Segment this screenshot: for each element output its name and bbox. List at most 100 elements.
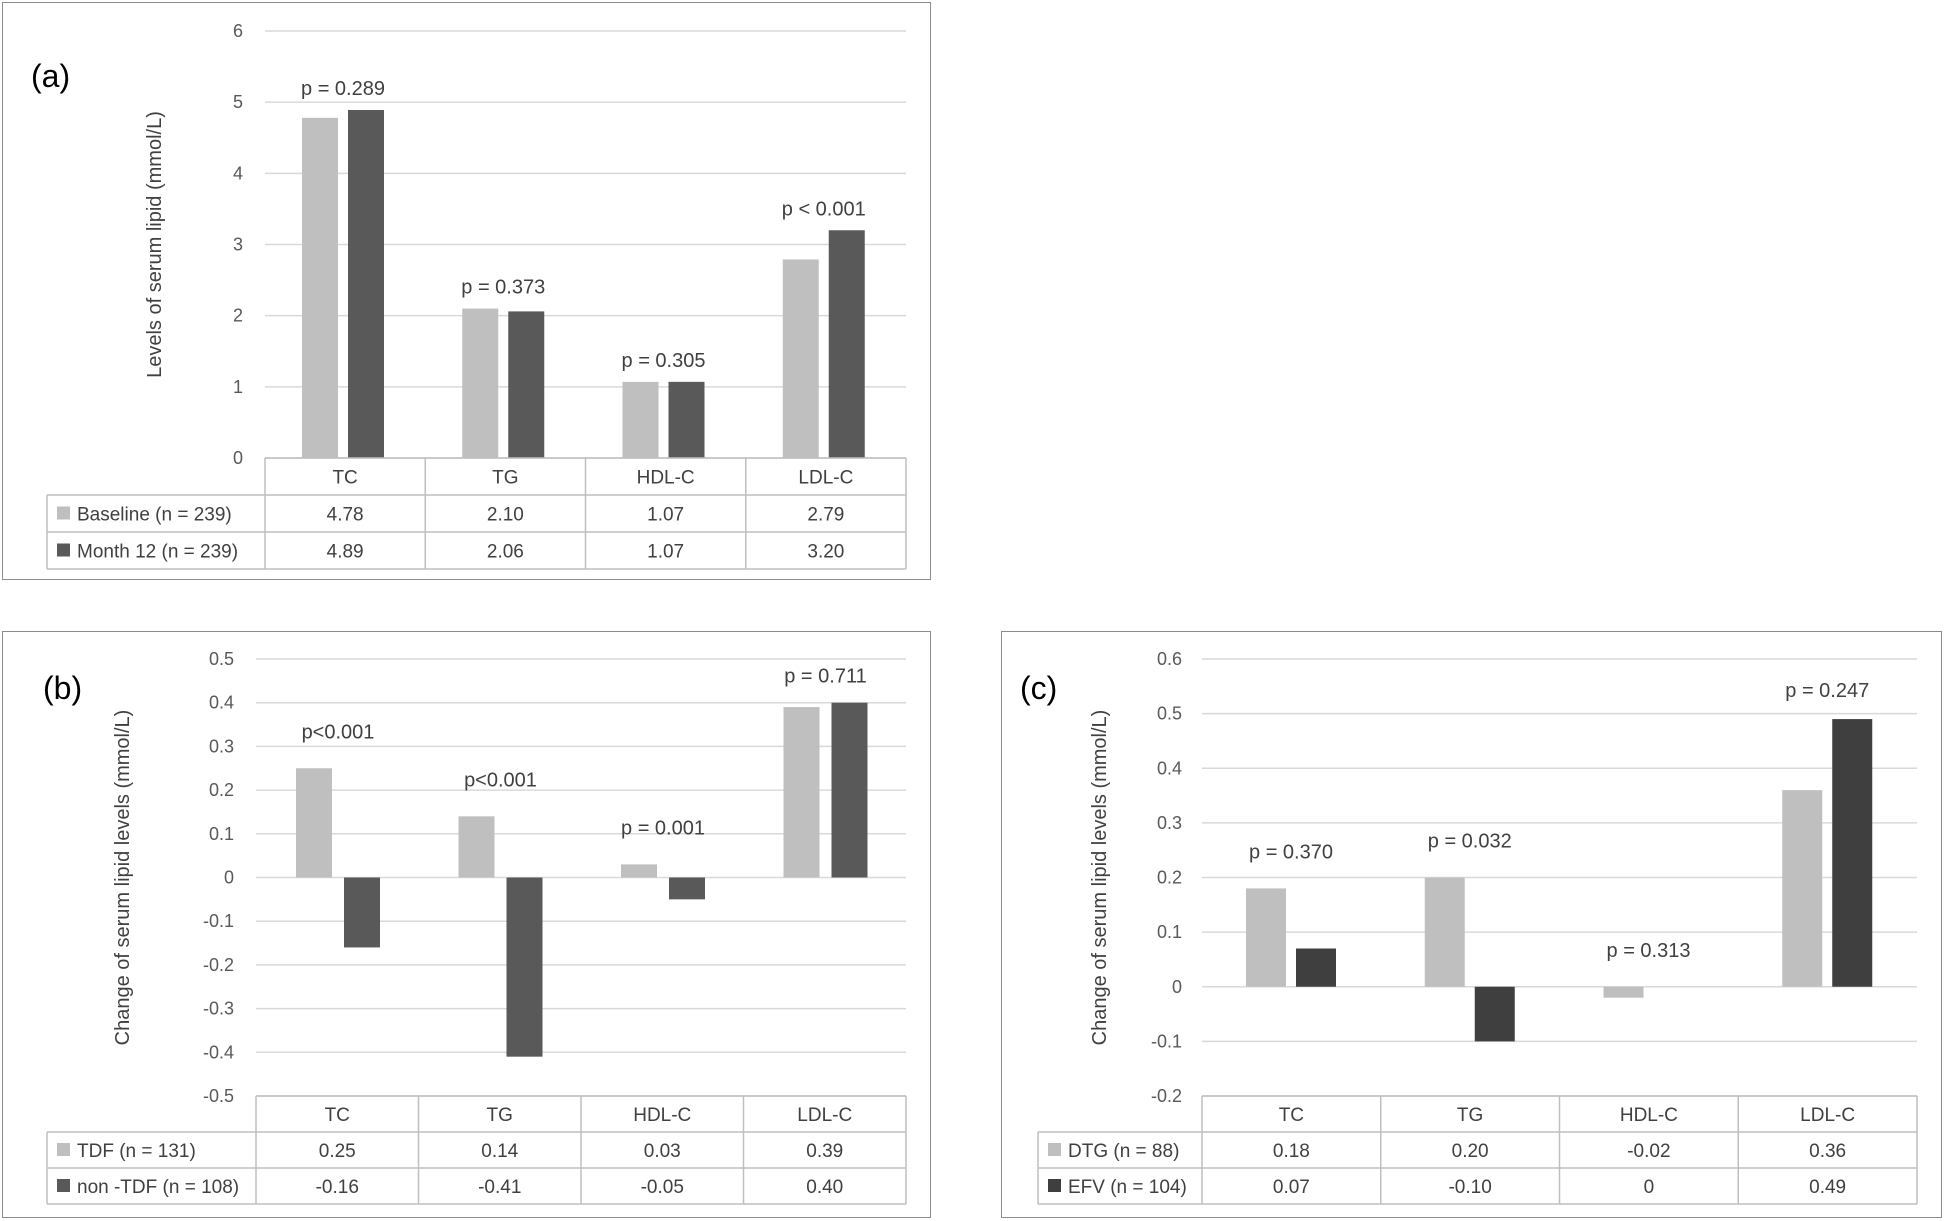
data-table-value: -0.02	[1627, 1141, 1670, 1162]
bar-series1-tc	[296, 768, 332, 878]
data-table-value: 0.49	[1809, 1177, 1846, 1198]
y-tick-label: 4	[233, 163, 243, 183]
y-axis-label: Levels of serum lipid (mmol/L)	[144, 111, 166, 378]
panel-label: (a)	[31, 58, 70, 94]
panel-label: (b)	[43, 670, 82, 706]
bar-series2-ldl-c	[1832, 719, 1873, 987]
chart-svg: -0.5 -0.4 -0.3 -0.2 -0.1 0 0.1 0.2 0.3 0.4 0.5 p<0.…	[43, 649, 907, 1205]
bar-series1-tc	[1246, 888, 1286, 987]
y-tick-label: -0.1	[1151, 1031, 1182, 1051]
data-table-value: 4.89	[327, 542, 364, 563]
y-tick-label: -0.2	[203, 955, 234, 975]
data-table-value: 0.40	[806, 1177, 843, 1198]
series-name: Baseline (n = 239)	[77, 505, 232, 526]
y-tick-label: -0.1	[203, 911, 234, 931]
y-tick-label: 6	[233, 21, 243, 41]
bar-series2-tc	[348, 109, 384, 459]
chart-svg: -0.2-0.100.10.20.30.40.50.6p = 0.370 p = …	[1020, 649, 1918, 1205]
y-tick-label: 5	[233, 92, 243, 112]
p-value-label: p = 0.289	[301, 78, 385, 100]
bar-series2-tg	[506, 877, 543, 1057]
data-table-value: 2.06	[487, 542, 524, 563]
data-table-value: 0	[1644, 1177, 1655, 1198]
p-value-label: p = 0.370	[1249, 841, 1333, 863]
y-tick-label: -0.2	[1151, 1086, 1182, 1106]
y-tick-label: 0.1	[209, 824, 234, 844]
y-tick-label: 0	[224, 868, 234, 888]
p-value-label: p = 0.247	[1785, 680, 1869, 702]
data-table-value: 0.20	[1452, 1141, 1489, 1162]
data-table-value: 0.36	[1809, 1141, 1846, 1162]
y-tick-label: -0.4	[203, 1042, 234, 1062]
category-label: TC	[325, 1105, 350, 1126]
y-tick-label: 0.3	[209, 736, 234, 756]
data-table-value: 0.25	[319, 1141, 356, 1162]
data-table-value: 1.07	[647, 542, 684, 563]
bar-series2-tg	[1474, 986, 1515, 1042]
bar-series1-ldl-c	[1782, 790, 1823, 987]
data-table-value: 0.03	[644, 1141, 681, 1162]
legend-swatch	[57, 543, 70, 557]
series-name: DTG (n = 88)	[1068, 1141, 1179, 1162]
category-label: TG	[492, 468, 518, 489]
bar-series1-ldl-c	[782, 259, 819, 458]
y-tick-label: 1	[233, 377, 243, 397]
p-value-label: p = 0.373	[461, 277, 545, 299]
series-name: non -TDF (n = 108)	[77, 1177, 239, 1198]
category-label: LDL-C	[798, 468, 853, 489]
chart-panel-a: 0 1 2 3 4 5 6 p = 0.289 p = 0.373 p = 0.305 p < 0.…	[2, 2, 931, 580]
data-table-value: 0.18	[1273, 1141, 1310, 1162]
y-axis-label: Change of serum lipid levels (mmol/L)	[1089, 710, 1111, 1046]
data-table-value: 4.78	[327, 505, 364, 526]
y-tick-label: 0.5	[209, 649, 234, 669]
p-value-label: p<0.001	[302, 721, 375, 743]
y-tick-label: 0.4	[1157, 758, 1182, 778]
data-table-value: 0.14	[481, 1141, 518, 1162]
data-table-value: -0.16	[316, 1177, 359, 1198]
y-tick-label: 0.3	[1157, 813, 1182, 833]
data-table-value: -0.41	[478, 1177, 521, 1198]
category-label: TC	[332, 468, 357, 489]
legend-swatch	[57, 1179, 70, 1192]
bar-series1-tg	[458, 816, 495, 878]
y-tick-label: 0	[233, 448, 243, 468]
bar-series1-tg	[462, 308, 499, 458]
panel-label: (c)	[1020, 670, 1057, 706]
chart-svg: 0 1 2 3 4 5 6 p = 0.289 p = 0.373 p = 0.305 p < 0.…	[31, 21, 907, 570]
data-table-value: 0.39	[806, 1141, 843, 1162]
bar-series1-tg	[1424, 877, 1465, 987]
p-value-label: p = 0.313	[1607, 940, 1691, 962]
series-name: Month 12 (n = 239)	[77, 542, 238, 563]
data-table-value: 3.20	[807, 542, 844, 563]
y-tick-label: -0.3	[203, 999, 234, 1019]
bar-series2-tc	[1296, 948, 1336, 987]
legend-swatch	[1048, 1179, 1061, 1192]
category-label: LDL-C	[1800, 1105, 1855, 1126]
category-label: LDL-C	[797, 1105, 852, 1126]
data-table-value: 2.10	[487, 505, 524, 526]
legend-swatch	[1048, 1143, 1061, 1156]
p-value-label: p = 0.001	[621, 817, 705, 839]
data-table-value: -0.05	[641, 1177, 684, 1198]
bar-series1-hdl-c	[621, 864, 657, 878]
p-value-label: p = 0.711	[784, 666, 866, 688]
y-tick-label: 3	[233, 235, 243, 255]
bar-series2-ldl-c	[831, 702, 868, 878]
bar-series1-tc	[302, 117, 338, 458]
bar-series2-ldl-c	[828, 230, 865, 458]
series-name: EFV (n = 104)	[1068, 1177, 1187, 1198]
bar-series1-hdl-c	[622, 381, 659, 458]
p-value-label: p<0.001	[464, 769, 537, 791]
bar-series2-hdl-c	[668, 381, 705, 458]
y-tick-label: 0.2	[209, 780, 234, 800]
p-value-label: p = 0.305	[622, 350, 706, 372]
category-label: TG	[487, 1105, 513, 1126]
y-tick-label: 0.4	[209, 693, 234, 713]
category-label: HDL-C	[637, 468, 695, 489]
y-tick-label: 0.1	[1157, 922, 1182, 942]
legend-swatch	[57, 1143, 70, 1156]
y-tick-label: 0.5	[1157, 704, 1182, 724]
series-name: TDF (n = 131)	[77, 1141, 196, 1162]
bar-series1-hdl-c	[1603, 986, 1644, 998]
y-tick-label: 0	[1172, 977, 1182, 997]
